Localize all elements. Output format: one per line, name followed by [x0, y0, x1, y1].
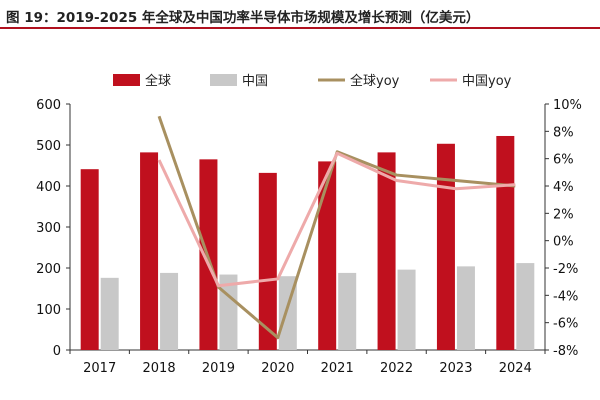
bar-global	[318, 161, 337, 350]
x-tick-label: 2019	[202, 361, 235, 376]
right-tick-label: 8%	[553, 125, 574, 140]
right-tick-label: -2%	[553, 262, 578, 277]
right-tick-label: -6%	[553, 317, 578, 332]
legend-swatch-1	[210, 74, 237, 86]
bar-global	[80, 169, 99, 350]
bar-global	[140, 152, 159, 350]
left-tick-label: 600	[36, 98, 61, 113]
bar-china	[338, 272, 357, 350]
legend-label-3: 中国yoy	[462, 74, 512, 89]
bar-global	[258, 172, 277, 350]
legend-swatch-0	[113, 74, 140, 86]
right-tick-label: 6%	[553, 153, 574, 168]
legend-label-2: 全球yoy	[350, 73, 400, 89]
bar-china	[397, 269, 416, 350]
bar-global	[377, 152, 396, 350]
x-tick-label: 2024	[499, 361, 532, 376]
legend-label-0: 全球	[145, 73, 171, 89]
right-tick-label: 0%	[553, 235, 574, 250]
bar-global	[436, 143, 455, 350]
bar-global	[496, 135, 515, 350]
x-tick-label: 2020	[261, 361, 294, 376]
figure-title: 图 19：2019-2025 年全球及中国功率半导体市场规模及增长预测（亿美元）	[6, 10, 480, 26]
title-rule	[0, 27, 600, 29]
left-tick-label: 100	[36, 303, 61, 318]
legend-label-1: 中国	[242, 74, 268, 89]
right-tick-label: 4%	[553, 180, 574, 195]
right-tick-label: -4%	[553, 289, 578, 304]
right-tick-label: 10%	[553, 98, 582, 113]
left-tick-label: 500	[36, 139, 61, 154]
title-row: 图 19：2019-2025 年全球及中国功率半导体市场规模及增长预测（亿美元）	[0, 0, 600, 30]
x-tick-label: 2022	[380, 361, 413, 376]
x-tick-label: 2018	[143, 361, 176, 376]
right-tick-label: 2%	[553, 207, 574, 222]
left-tick-label: 0	[53, 344, 61, 359]
left-tick-label: 400	[36, 180, 61, 195]
bar-china	[516, 263, 535, 350]
left-tick-label: 300	[36, 221, 61, 236]
bar-china	[100, 277, 119, 350]
x-tick-label: 2017	[83, 361, 116, 376]
x-tick-label: 2023	[439, 361, 472, 376]
bar-china	[160, 272, 179, 350]
right-tick-label: -8%	[553, 344, 578, 359]
left-tick-label: 200	[36, 262, 61, 277]
bar-china	[456, 266, 475, 350]
x-tick-label: 2021	[321, 361, 354, 376]
